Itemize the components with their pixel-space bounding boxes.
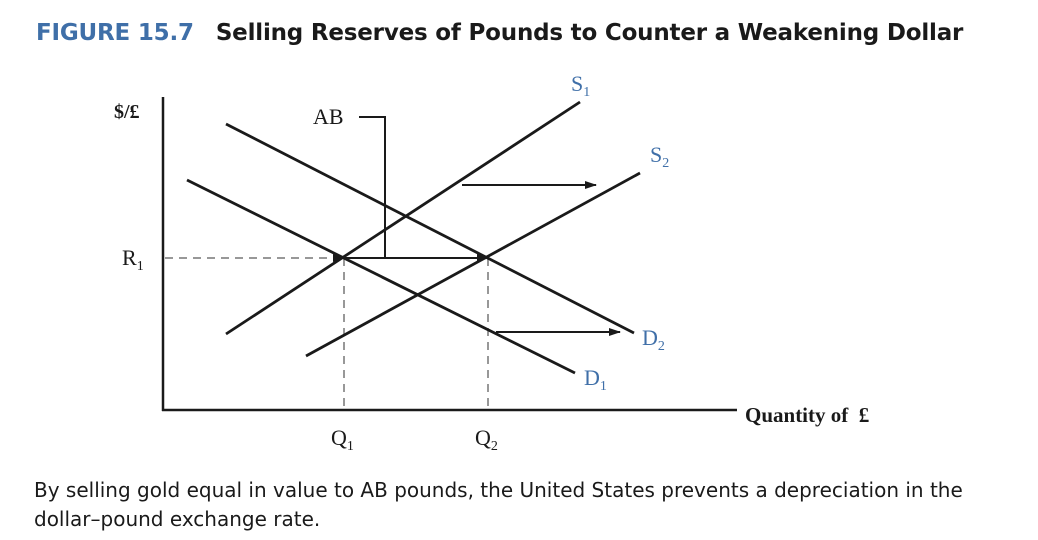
q2-label: Q2 xyxy=(475,425,498,454)
supply-curve-s2 xyxy=(305,171,641,358)
exchange-rate-diagram: $/£ Quantity of £ R1 Q1 Q2 S1 S2 D2 D1 A… xyxy=(114,71,869,454)
figure-title: Selling Reserves of Pounds to Counter a … xyxy=(215,20,964,46)
figure-header: FIGURE 15.7 Selling Reserves of Pounds to… xyxy=(36,20,963,46)
x-axis-label: Quantity of £ xyxy=(745,403,869,427)
ab-pointer-line xyxy=(359,116,386,258)
demand-curve-d1 xyxy=(186,178,576,375)
r1-label: R1 xyxy=(122,245,144,274)
supply-curve-s1 xyxy=(225,100,581,336)
ab-label: AB xyxy=(313,104,344,129)
figure-number: FIGURE 15.7 xyxy=(36,20,194,46)
s1-label: S1 xyxy=(571,71,590,100)
demand-curve-d2 xyxy=(225,122,635,335)
y-axis-label: $/£ xyxy=(114,101,140,123)
q1-label: Q1 xyxy=(331,425,354,454)
figure-caption: By selling gold equal in value to AB pou… xyxy=(34,478,963,531)
s2-label: S2 xyxy=(650,142,669,171)
d1-label: D1 xyxy=(584,365,607,394)
d2-label: D2 xyxy=(642,325,665,354)
